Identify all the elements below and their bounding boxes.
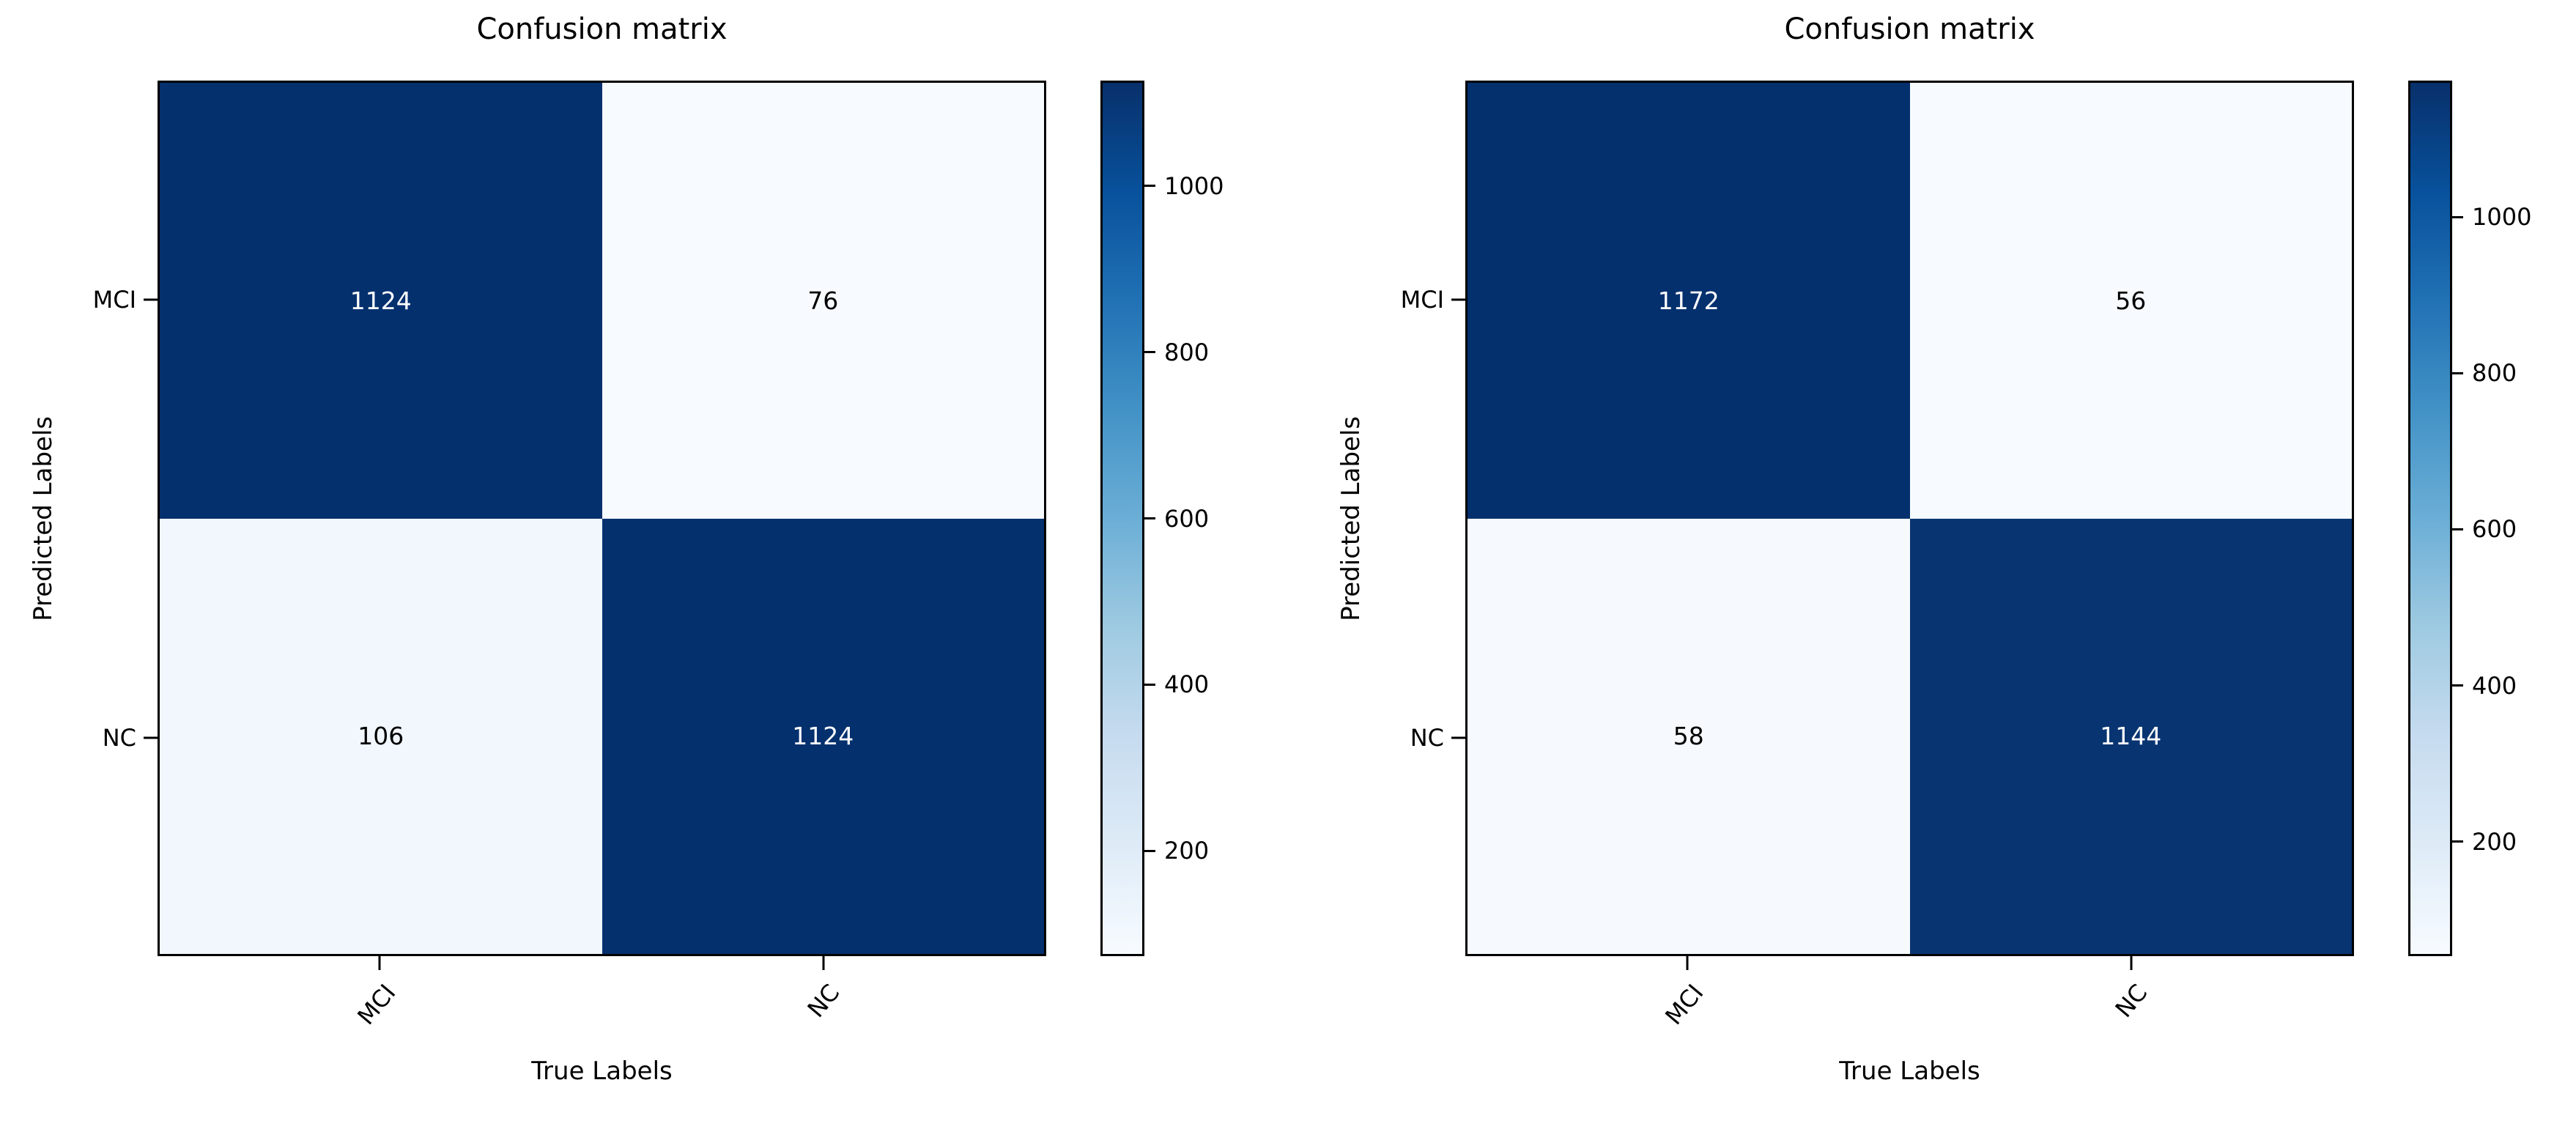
colorbar: 200 400 600 800 1000 [2408, 81, 2531, 956]
colorbar-tick-mark [2450, 215, 2463, 218]
confusion-matrix-left: Confusion matrix Predicted Labels MCI NC… [0, 0, 1268, 1121]
x-tick-mark [2130, 956, 2133, 970]
colorbar-tick-mark [1142, 517, 1155, 519]
colorbar-tick-label: 800 [2472, 359, 2517, 388]
matrix-cell: 1172 [1467, 83, 1910, 519]
colorbar-tick-mark [2450, 840, 2463, 843]
matrix-cell: 1144 [1909, 518, 2352, 954]
colorbar-tick: 1000 [1142, 172, 1224, 200]
colorbar-tick: 800 [2450, 359, 2517, 387]
colorbar-tick: 400 [1142, 670, 1209, 698]
colorbar-tick: 600 [1142, 505, 1209, 533]
colorbar-tick-mark [2450, 528, 2463, 530]
colorbar-tick-label: 400 [2472, 671, 2517, 700]
cell-value: 106 [358, 722, 404, 751]
colorbar-gradient [2410, 83, 2450, 954]
cell-value: 1144 [2100, 722, 2162, 751]
colorbar-gradient [1103, 83, 1142, 954]
colorbar-tick: 200 [2450, 828, 2517, 856]
colorbar-tick-label: 200 [1164, 837, 1210, 865]
y-tick-mark [144, 298, 158, 301]
colorbar-tick-label: 1000 [1164, 171, 1224, 200]
colorbar-tick-mark [2450, 371, 2463, 374]
confusion-matrix-right: Confusion matrix Predicted Labels MCI NC… [1308, 0, 2576, 1121]
y-tick-mark [1451, 736, 1465, 739]
colorbar-tick: 400 [2450, 672, 2517, 700]
colorbar-tick-mark [1142, 185, 1155, 188]
colorbar-tick: 1000 [2450, 203, 2531, 231]
cell-value: 56 [2115, 286, 2147, 315]
y-axis-label: Predicted Labels [29, 415, 58, 621]
y-tick-mark [1451, 298, 1465, 301]
y-tick-label: NC [1410, 724, 1444, 752]
colorbar-tick-label: 400 [1164, 670, 1210, 699]
x-tick-mark [822, 956, 825, 970]
chart-title: Confusion matrix [476, 12, 728, 46]
heatmap-grid: 1172 56 58 1144 [1465, 81, 2354, 956]
colorbar-tick: 800 [1142, 338, 1209, 366]
cell-value: 76 [807, 286, 839, 315]
x-tick-mark [1686, 956, 1689, 970]
y-axis-label: Predicted Labels [1336, 415, 1366, 621]
colorbar-tick-mark [1142, 351, 1155, 354]
x-axis-label: True Labels [1839, 1057, 1980, 1086]
chart-title: Confusion matrix [1784, 12, 2035, 46]
x-tick-mark [378, 956, 381, 970]
colorbar-tick-label: 200 [2472, 827, 2517, 856]
cell-value: 58 [1673, 722, 1704, 751]
colorbar-tick: 200 [1142, 837, 1209, 865]
y-tick-label: MCI [92, 286, 136, 314]
matrix-cell: 76 [602, 83, 1044, 519]
colorbar: 200 400 600 800 1000 [1100, 81, 1224, 956]
colorbar-tick-mark [2450, 684, 2463, 687]
y-tick-mark [144, 736, 158, 739]
colorbar-tick-label: 800 [1164, 338, 1210, 366]
matrix-cell: 106 [160, 518, 602, 954]
cell-value: 1124 [349, 286, 412, 315]
heatmap-grid: 1124 76 106 1124 [158, 81, 1046, 956]
colorbar-tick-label: 1000 [2472, 203, 2532, 232]
colorbar-tick: 600 [2450, 515, 2517, 543]
colorbar-tick-mark [1142, 849, 1155, 852]
matrix-cell: 58 [1467, 518, 1910, 954]
x-axis-label: True Labels [531, 1057, 673, 1086]
matrix-cell: 1124 [602, 518, 1044, 954]
colorbar-tick-label: 600 [1164, 504, 1210, 533]
colorbar-tick-label: 600 [2472, 515, 2517, 544]
cell-value: 1124 [792, 722, 854, 751]
y-tick-label: MCI [1400, 286, 1444, 314]
y-tick-label: NC [102, 724, 136, 752]
cell-value: 1172 [1657, 286, 1720, 315]
colorbar-tick-mark [1142, 683, 1155, 686]
matrix-cell: 1124 [160, 83, 602, 519]
matrix-cell: 56 [1909, 83, 2352, 519]
